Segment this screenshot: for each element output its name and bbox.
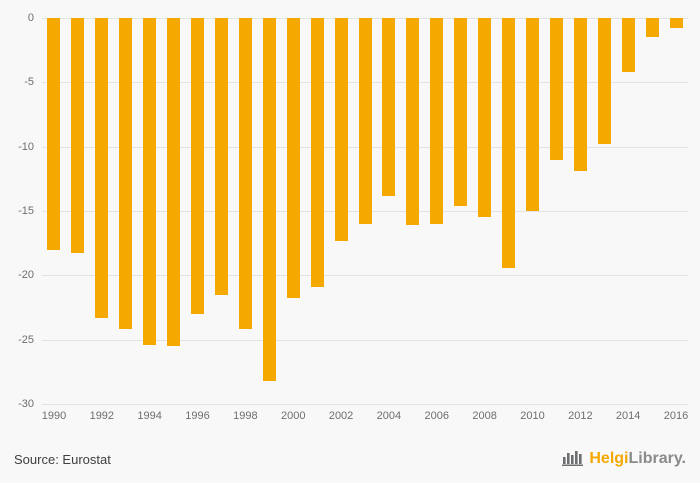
chart-bar[interactable] [214, 18, 228, 295]
y-axis-tick-label: -10 [18, 140, 34, 153]
x-axis-tick-label: 1990 [41, 410, 67, 422]
chart-bar[interactable] [47, 18, 61, 250]
gridline [42, 404, 688, 405]
chart-bar[interactable] [191, 18, 205, 314]
x-axis-tick-label: 2012 [568, 410, 593, 422]
chart-bar[interactable] [334, 18, 348, 241]
logo-text-library: Library. [628, 450, 687, 467]
chart-bar[interactable] [238, 18, 252, 330]
chart-bar[interactable] [478, 18, 492, 218]
gridline [42, 339, 688, 341]
y-axis-tick-label: -5 [24, 76, 34, 89]
chart-bar[interactable] [549, 18, 563, 160]
plot-area: 0 -5 -10 -15 -20 -25 -30 1990 1992 1994 1996 1998 20… [18, 12, 688, 422]
chart-bar[interactable] [310, 18, 324, 287]
x-axis-tick-label: 1996 [185, 410, 210, 422]
y-axis-tick-label: -30 [18, 398, 34, 410]
bar-chart: 0 -5 -10 -15 -20 -25 -30 1990 1992 1994 1996 1998 20… [18, 12, 688, 422]
chart-bar[interactable] [645, 18, 659, 38]
source-text: Source: Eurostat [14, 451, 111, 467]
logo-text-helgi: Helgi [589, 450, 629, 467]
x-axis-tick-label: 1992 [89, 410, 115, 422]
y-axis-tick-label: -15 [18, 205, 34, 217]
chart-footer: Source: Eurostat HelgiLibrary. [0, 435, 700, 483]
x-axis-tick-label: 2010 [520, 410, 545, 422]
logo-text: HelgiLibrary. [589, 450, 686, 468]
chart-bar[interactable] [502, 18, 516, 268]
chart-bar[interactable] [95, 18, 109, 318]
x-axis-tick-label: 2004 [376, 410, 402, 422]
chart-bar[interactable] [71, 18, 85, 254]
chart-bar[interactable] [286, 18, 300, 299]
chart-bar[interactable] [454, 18, 468, 206]
y-axis-tick-label: -20 [18, 269, 34, 282]
chart-bar[interactable] [430, 18, 444, 224]
x-axis-tick-label: 1994 [137, 410, 162, 422]
library-building-icon [562, 448, 584, 471]
chart-bar[interactable] [119, 18, 133, 330]
chart-bar[interactable] [406, 18, 420, 226]
x-axis-tick-label: 2008 [472, 410, 497, 422]
x-axis-tick-label: 1998 [233, 410, 258, 422]
chart-bar[interactable] [669, 18, 683, 29]
chart-bar[interactable] [525, 18, 539, 211]
chart-bar[interactable] [358, 18, 372, 224]
chart-bar[interactable] [143, 18, 157, 345]
gridline [42, 275, 688, 277]
x-axis-tick-label: 2016 [663, 410, 689, 422]
chart-bar[interactable] [382, 18, 396, 196]
x-axis-tick-label: 2006 [424, 410, 450, 422]
chart-bar[interactable] [621, 18, 635, 73]
chart-bar[interactable] [573, 18, 587, 172]
y-axis-tick-label: -25 [18, 333, 34, 346]
chart-bar[interactable] [262, 18, 276, 381]
x-axis-tick-label: 2014 [615, 410, 641, 422]
chart-bar[interactable] [597, 18, 611, 145]
y-axis-tick-label: 0 [27, 12, 34, 24]
chart-bar[interactable] [167, 18, 181, 347]
x-axis-tick-label: 2000 [280, 410, 306, 422]
helgi-library-logo[interactable]: HelgiLibrary. [562, 448, 686, 471]
x-axis-tick-label: 2002 [328, 410, 354, 422]
